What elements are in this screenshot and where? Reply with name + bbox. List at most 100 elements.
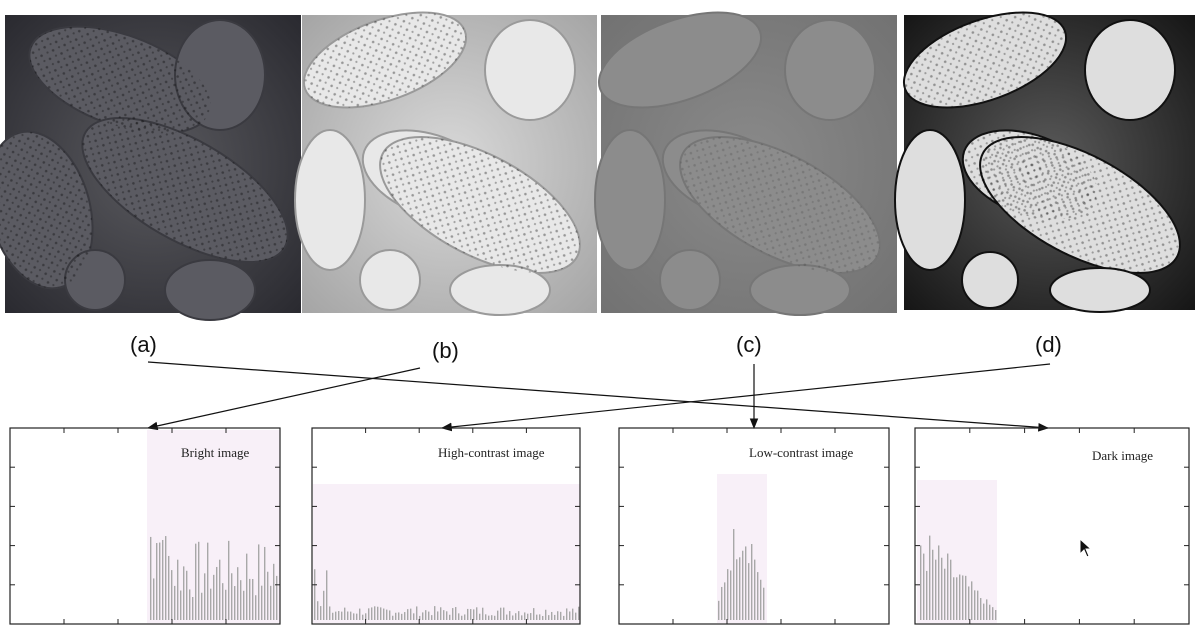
histogram-bar [371, 607, 373, 620]
label-a: (a) [130, 332, 157, 357]
histogram-bar [192, 596, 194, 620]
cursor-icon [1079, 538, 1093, 558]
histogram-bar [536, 614, 538, 620]
histogram-bar [156, 543, 158, 620]
histogram-bar [440, 607, 442, 620]
histogram-bar [959, 574, 961, 620]
histogram-bar [745, 546, 747, 620]
histogram-bar [198, 541, 200, 620]
histogram-bar [721, 586, 723, 620]
histogram-bar [497, 610, 499, 620]
histogram-bar [515, 613, 517, 620]
histogram-bar [992, 607, 994, 620]
histogram-bar [467, 608, 469, 620]
histogram-bar [956, 577, 958, 620]
histogram-bar [407, 609, 409, 620]
histogram-bar [968, 586, 970, 620]
histogram-bar [374, 606, 376, 620]
histogram-bar [210, 588, 212, 620]
high-contrast-pollen-image [894, 11, 1195, 313]
label-d: (d) [1035, 332, 1062, 357]
histogram-bar [751, 544, 753, 620]
histogram-bar [569, 611, 571, 620]
histogram-bar [162, 539, 164, 620]
histogram-bar [437, 611, 439, 620]
histogram-bar [920, 545, 922, 620]
histogram-bar [995, 610, 997, 620]
histogram-bar [395, 612, 397, 620]
histogram-bar [404, 612, 406, 620]
histogram-bar [186, 570, 188, 620]
histogram-bar [724, 582, 726, 620]
histogram-bar [506, 614, 508, 620]
histogram-bar [249, 578, 251, 620]
histogram-bar [222, 583, 224, 620]
histogram-bar [201, 592, 203, 620]
histogram-bar [727, 569, 729, 620]
histogram-bar [270, 585, 272, 620]
histogram-bar [533, 608, 535, 620]
histogram-bar [168, 555, 170, 620]
dark-pollen-image [0, 15, 301, 321]
histogram-bar [359, 608, 361, 620]
histogram-bar [350, 611, 352, 620]
histogram-bar [401, 613, 403, 620]
bright-pollen-image [294, 11, 597, 316]
histogram-bar [965, 575, 967, 620]
histogram-bar [434, 606, 436, 620]
histogram-bar [428, 611, 430, 620]
histogram-bar [377, 606, 379, 620]
histogram-bar [572, 608, 574, 620]
histogram-bar [560, 611, 562, 620]
histogram-bar [479, 613, 481, 620]
histogram-bar [344, 607, 346, 620]
histogram-bar [718, 600, 720, 620]
histogram-bar [389, 610, 391, 620]
low-contrast-histogram-title: Low-contrast image [749, 445, 854, 460]
histogram-bar [216, 566, 218, 620]
histogram-bar [332, 612, 334, 620]
high-contrast-histogram: High-contrast image [311, 427, 581, 625]
histogram-bar [383, 608, 385, 620]
histogram-bar [150, 536, 152, 620]
histogram-bar [356, 613, 358, 620]
histogram-bar [267, 571, 269, 620]
histogram-bar [566, 608, 568, 620]
histogram-bar [159, 542, 161, 620]
histogram-bar [542, 615, 544, 620]
histogram-bar [365, 613, 367, 620]
histogram-bar [276, 575, 278, 620]
histogram-bar [554, 614, 556, 620]
histogram-bar [347, 611, 349, 620]
histogram-bar [938, 545, 940, 620]
arrow-a-to-dark-histogram [147, 361, 1050, 432]
histogram-bar [207, 542, 209, 620]
histogram-bar [443, 610, 445, 620]
histogram-bar [500, 607, 502, 620]
histogram-bar [941, 557, 943, 620]
histogram-bar [521, 615, 523, 620]
histogram-bar [165, 536, 167, 620]
histogram-bar [362, 614, 364, 620]
histogram-bar [273, 563, 275, 620]
histogram-bar [932, 549, 934, 620]
histogram-bar [760, 579, 762, 620]
histogram-bar [255, 595, 257, 620]
histogram-bar [986, 599, 988, 620]
histogram-bar [326, 570, 328, 620]
histogram-bar [926, 570, 928, 620]
histogram-bar [980, 598, 982, 620]
histogram-bar [512, 615, 514, 620]
histogram-bar [320, 606, 322, 620]
histogram-bar [431, 615, 433, 620]
histogram-bar [983, 603, 985, 620]
histogram-bar [416, 606, 418, 620]
histogram-bar [935, 559, 937, 620]
histogram-bar [243, 590, 245, 620]
histogram-bar [353, 613, 355, 620]
histogram-bar [177, 559, 179, 620]
histogram-bar [923, 553, 925, 620]
histogram-bar [736, 559, 738, 620]
histogram-bar [231, 573, 233, 620]
